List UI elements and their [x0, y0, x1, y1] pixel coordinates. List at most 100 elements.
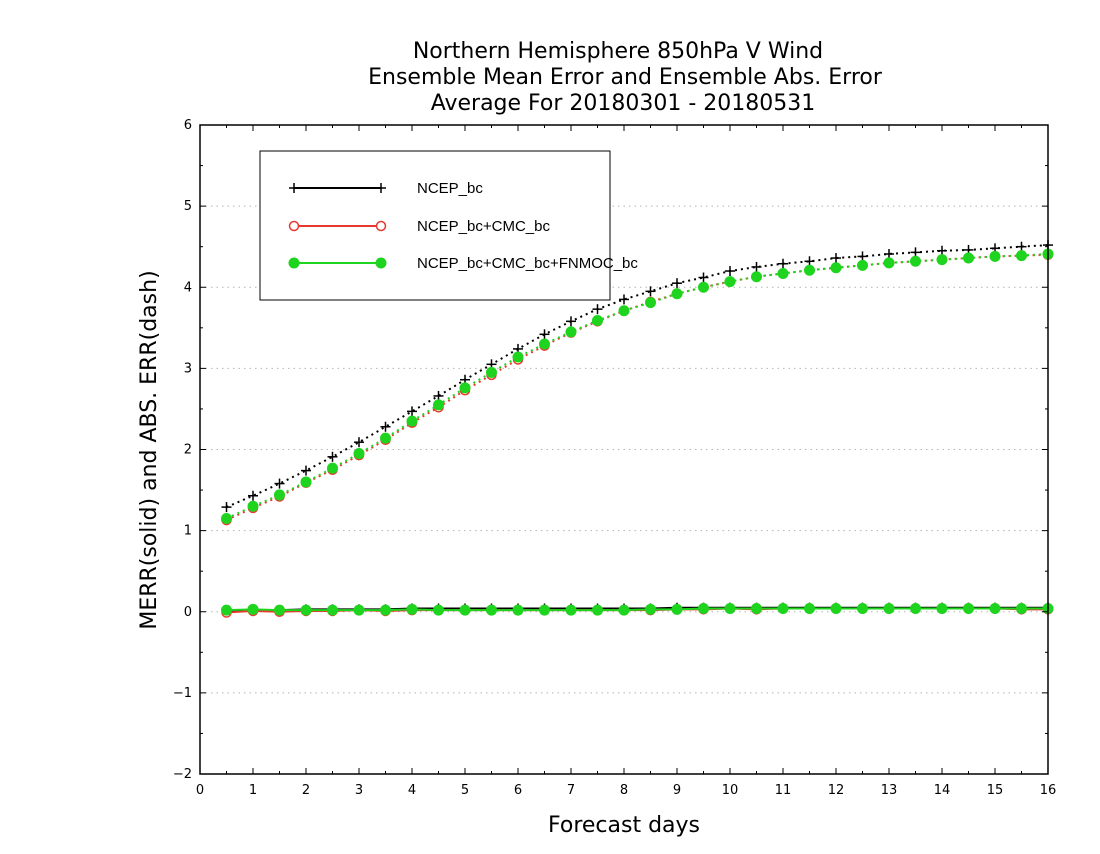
- x-tick-label: 13: [881, 783, 898, 798]
- filled-circle-marker: [433, 399, 444, 411]
- x-tick-label: 11: [775, 783, 792, 798]
- filled-circle-marker: [459, 604, 471, 616]
- filled-circle-marker: [433, 604, 444, 616]
- series-1: [221, 249, 1054, 618]
- filled-circle-marker: [989, 603, 1001, 615]
- filled-circle-marker: [406, 415, 418, 427]
- x-tick-label: 8: [620, 783, 628, 798]
- x-tick-label: 5: [461, 783, 469, 798]
- filled-circle-marker: [1016, 250, 1027, 262]
- x-tick-label: 10: [722, 783, 739, 798]
- filled-circle-marker: [618, 604, 630, 616]
- x-tick-label: 15: [987, 783, 1004, 798]
- y-axis-label: MERR(solid) and ABS. ERR(dash): [137, 270, 162, 629]
- filled-circle-marker: [539, 338, 550, 350]
- chart-title-line-3: Average For 20180301 - 20180531: [431, 91, 816, 116]
- filled-circle-marker: [724, 603, 736, 615]
- filled-circle-marker: [830, 262, 842, 274]
- chart-title-line-2: Ensemble Mean Error and Ensemble Abs. Er…: [368, 65, 883, 90]
- filled-circle-marker: [698, 281, 709, 293]
- filled-circle-marker: [539, 604, 550, 616]
- filled-circle-marker: [936, 603, 948, 615]
- filled-circle-marker: [353, 448, 365, 460]
- filled-circle-marker: [300, 476, 312, 488]
- filled-circle-marker: [247, 603, 259, 615]
- filled-circle-marker: [512, 604, 524, 616]
- y-tick-label: −2: [173, 767, 192, 782]
- filled-circle-marker: [751, 271, 762, 283]
- y-tick-label: 4: [184, 280, 192, 295]
- filled-circle-marker: [406, 603, 418, 615]
- y-tick-label: 0: [184, 605, 192, 620]
- filled-circle-marker: [380, 604, 391, 616]
- legend-entry: NCEP_bc+CMC_bc+FNMOC_bc: [288, 255, 638, 272]
- legend-label: NCEP_bc: [417, 180, 483, 197]
- y-tick-label: 2: [184, 443, 192, 458]
- open-circle-marker: [375, 220, 387, 232]
- filled-circle-marker: [274, 489, 285, 501]
- chart-title: Northern Hemisphere 850hPa V Wind Ensemb…: [368, 39, 883, 116]
- filled-circle-marker: [375, 257, 387, 269]
- filled-circle-marker: [565, 604, 577, 616]
- filled-circle-marker: [512, 351, 524, 363]
- filled-circle-marker: [963, 603, 974, 615]
- filled-circle-marker: [592, 315, 603, 327]
- filled-circle-marker: [221, 604, 232, 616]
- filled-circle-marker: [910, 255, 921, 267]
- filled-circle-marker: [777, 603, 789, 615]
- legend-label: NCEP_bc+CMC_bc+FNMOC_bc: [417, 255, 638, 272]
- x-tick-label: 9: [673, 783, 681, 798]
- x-axis-label: Forecast days: [548, 813, 700, 838]
- y-tick-label: 6: [184, 118, 192, 133]
- filled-circle-marker: [698, 603, 709, 615]
- filled-circle-marker: [300, 604, 312, 616]
- y-tick-label: 5: [184, 199, 192, 214]
- filled-circle-marker: [883, 257, 895, 269]
- filled-circle-marker: [777, 267, 789, 279]
- x-tick-label: 16: [1040, 783, 1057, 798]
- filled-circle-marker: [327, 604, 338, 616]
- filled-circle-marker: [804, 264, 815, 276]
- y-tick-label: 3: [184, 361, 192, 376]
- legend-label: NCEP_bc+CMC_bc: [417, 218, 550, 235]
- y-tick-label: 1: [184, 524, 192, 539]
- filled-circle-marker: [274, 604, 285, 616]
- legend: NCEP_bc NCEP_bc+CMC_bc NCEP_bc+CMC_bc+FNMO…: [259, 150, 638, 301]
- x-tick-label: 0: [196, 783, 204, 798]
- filled-circle-marker: [936, 254, 948, 266]
- chart-title-line-1: Northern Hemisphere 850hPa V Wind: [413, 39, 823, 64]
- filled-circle-marker: [486, 604, 497, 616]
- filled-circle-marker: [486, 366, 497, 378]
- filled-circle-marker: [459, 382, 471, 394]
- x-tick-label: 7: [567, 783, 575, 798]
- filled-circle-marker: [221, 512, 232, 524]
- filled-circle-marker: [671, 603, 683, 615]
- filled-circle-marker: [883, 603, 895, 615]
- abs-err-line: [226, 244, 1049, 509]
- x-tick-label: 2: [302, 783, 310, 798]
- filled-circle-marker: [830, 603, 842, 615]
- filled-circle-marker: [380, 432, 391, 444]
- filled-circle-marker: [618, 305, 630, 317]
- x-tick-label: 1: [249, 783, 257, 798]
- filled-circle-marker: [353, 604, 365, 616]
- x-tick-label: 4: [408, 783, 416, 798]
- filled-circle-marker: [247, 500, 259, 512]
- filled-circle-marker: [671, 288, 683, 300]
- filled-circle-marker: [751, 603, 762, 615]
- legend-entry: NCEP_bc: [289, 180, 483, 197]
- filled-circle-marker: [327, 462, 338, 474]
- filled-circle-marker: [724, 276, 736, 288]
- filled-circle-marker: [989, 250, 1001, 262]
- filled-circle-marker: [857, 603, 868, 615]
- filled-circle-marker: [288, 257, 300, 269]
- filled-circle-marker: [963, 252, 974, 264]
- filled-circle-marker: [857, 259, 868, 271]
- filled-circle-marker: [565, 326, 577, 338]
- x-tick-label: 12: [828, 783, 845, 798]
- filled-circle-marker: [645, 603, 656, 615]
- series-2: [221, 248, 1054, 616]
